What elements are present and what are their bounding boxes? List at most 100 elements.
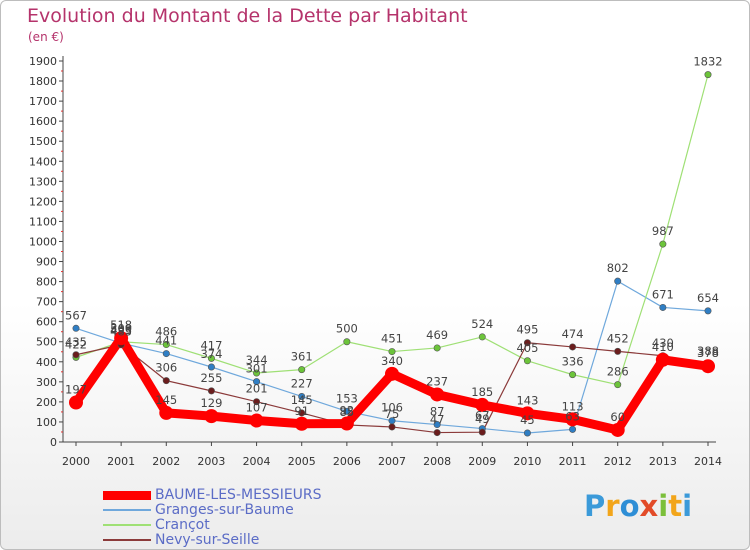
legend-item: Granges-sur-Baume [103,502,294,518]
y-tick-label: 300 [36,376,57,389]
data-label: 153 [336,391,358,405]
data-point [339,416,354,431]
x-tick-label: 2007 [378,455,406,468]
data-label: 85 [340,405,355,419]
logo-letter: i [658,489,669,523]
x-tick-label: 2006 [333,455,361,468]
series-points [69,71,715,437]
data-label: 75 [385,407,400,421]
legend-label: Nevy-sur-Seille [155,531,260,548]
data-point [614,381,622,389]
legend-swatch [103,509,151,511]
legend-swatch [103,490,151,500]
x-tick-label: 2008 [423,455,451,468]
legend-label: BAUME-LES-MESSIEURS [155,486,322,503]
data-labels: 197 518 145 129 107 91 92 340 237 185 143 113 60 410 3… [65,55,723,427]
data-point [207,363,215,371]
x-tick-label: 2014 [694,455,722,468]
data-point [298,409,306,417]
data-label: 452 [607,331,629,345]
data-point [655,352,670,367]
y-tick-label: 1200 [29,195,57,208]
y-tick-label: 1800 [29,75,57,88]
data-label: 340 [381,354,403,368]
logo-letter: P [584,489,606,523]
x-tick-label: 2010 [513,455,541,468]
data-label: 671 [652,287,674,301]
data-label: 802 [607,261,629,275]
data-label: 143 [516,393,538,407]
data-label: 344 [246,353,268,367]
data-label: 63 [565,409,580,423]
y-tick-label: 500 [36,336,57,349]
chart-title: Evolution du Montant de la Dette par Hab… [27,5,468,27]
data-point [114,331,129,346]
data-label: 185 [471,385,493,399]
data-point [162,350,170,358]
logo-letter: o [619,489,640,523]
data-label: 361 [291,350,313,364]
x-tick-label: 2012 [604,455,632,468]
y-tick-label: 900 [36,256,57,269]
data-label: 113 [562,399,584,413]
y-tick-label: 600 [36,316,57,329]
y-tick-label: 1700 [29,95,57,108]
data-point [388,423,396,431]
data-label: 47 [430,413,445,427]
axes: 0 100 200 300 400 500 600 700 800 900 1000 1100 1200… [29,55,722,468]
y-tick-label: 1600 [29,115,57,128]
data-point [343,407,351,415]
data-label: 435 [65,335,87,349]
data-label: 67 [475,409,490,423]
data-point [433,421,441,429]
data-label: 987 [652,224,674,238]
data-point [388,348,396,356]
data-label: 474 [562,327,584,341]
data-label: 306 [155,361,177,375]
data-label: 45 [520,413,535,427]
data-point [569,371,577,379]
data-label: 106 [381,401,403,415]
data-point [478,333,486,341]
data-label: 422 [65,337,87,351]
data-point [204,409,219,424]
data-label: 486 [155,325,177,339]
data-point [207,387,215,395]
data-point [72,351,80,359]
data-label: 49 [475,412,490,426]
data-point [701,359,715,374]
data-point [565,412,580,427]
y-tick-label: 1000 [29,235,57,248]
data-label: 493 [110,323,132,337]
legend-swatch [103,524,151,526]
data-point [610,422,625,437]
data-point [69,395,83,410]
logo-letter: i [682,489,693,523]
data-label: 336 [562,355,584,369]
data-label: 227 [291,376,313,390]
data-point [249,413,264,428]
x-tick-label: 2001 [107,455,135,468]
data-label: 145 [291,393,313,407]
data-label: 378 [697,346,719,360]
data-point [523,339,531,347]
data-label: 518 [110,318,132,332]
data-point [475,397,490,412]
data-label: 237 [426,374,448,388]
data-label: 91 [294,404,309,418]
data-point [520,406,535,421]
y-tick-label: 700 [36,296,57,309]
data-label: 255 [200,371,222,385]
logo-letter: x [639,489,659,523]
data-point [659,240,667,248]
data-point [343,338,351,346]
data-point [162,341,170,349]
legend-item: BAUME-LES-MESSIEURS [103,487,322,503]
data-label: 145 [155,393,177,407]
y-tick-label: 100 [36,416,57,429]
data-point [298,366,306,374]
data-label: 60 [610,410,625,424]
data-label: 388 [697,344,719,358]
data-label: 441 [155,334,177,348]
